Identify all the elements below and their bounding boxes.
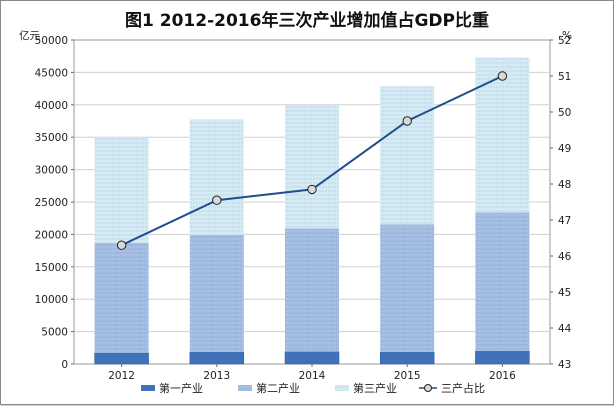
legend-swatch [141,385,155,391]
left-tick-label: 40000 [35,100,68,112]
right-axis-unit: % [562,30,572,42]
bar-primary-industry [379,351,435,365]
legend-label: 第二产业 [256,381,300,395]
bar-tertiary-industry [189,119,244,235]
tertiary-share-point [497,71,508,81]
left-tick-label: 20000 [35,229,68,241]
x-tick-label: 2012 [108,370,135,382]
bar-secondary-industry [380,224,435,353]
bar-primary-industry [475,350,530,365]
tertiary-share-point [212,195,222,205]
legend: 第一产业 第二产业 第三产业 三产占比 [141,381,485,395]
left-tick-label: 0 [61,359,68,371]
left-tick-label: 15000 [35,262,68,274]
plot-area: 0 5000 10000 15000 20000 25000 30000 35000 40000… [35,35,572,382]
right-tick-label: 49 [558,143,571,155]
right-tick-label: 47 [558,215,571,227]
right-tick-label: 48 [558,179,571,191]
bar-secondary-industry [189,234,244,353]
bar-tertiary-industry [380,86,435,225]
tertiary-share-point [402,116,412,126]
left-tick-label: 30000 [35,165,68,177]
bar-primary-industry [189,351,245,365]
chart-title: 图1 2012-2016年三次产业增加值占GDP比重 [125,10,489,31]
left-axis-unit: 亿元 [19,29,40,42]
legend-swatch [335,385,349,391]
x-tick-label: 2016 [489,370,516,382]
right-tick-label: 50 [558,107,571,119]
right-tick-label: 52 [558,35,571,47]
tertiary-share-point [307,184,317,195]
right-tick-label: 46 [558,251,572,263]
left-tick-label: 10000 [35,294,68,306]
legend-label: 三产占比 [441,381,485,395]
bar-secondary-industry [475,212,530,352]
right-tick-label: 51 [558,71,571,83]
left-tick-label: 45000 [35,67,68,79]
bar-tertiary-industry [475,57,530,213]
left-tick-label: 25000 [35,197,68,209]
bar-tertiary-industry [94,137,149,243]
tertiary-share-point [116,240,127,250]
bar-secondary-industry [94,242,149,353]
right-tick-label: 43 [558,359,571,371]
bar-primary-industry [284,351,340,365]
bar-primary-industry [94,352,149,365]
x-tick-label: 2015 [394,370,421,382]
left-tick-label: 5000 [41,327,68,339]
x-tick-label: 2014 [299,370,326,382]
left-tick-label: 35000 [35,132,68,144]
right-tick-label: 45 [558,287,571,299]
left-tick-label: 50000 [35,35,68,47]
legend-label: 第三产业 [353,381,397,395]
right-tick-label: 44 [558,323,572,335]
bar-tertiary-industry [285,104,339,229]
legend-marker [424,384,432,392]
legend-label: 第一产业 [159,381,203,395]
bar-secondary-industry [285,228,339,352]
x-tick-label: 2013 [203,370,230,382]
legend-swatch [238,385,252,391]
